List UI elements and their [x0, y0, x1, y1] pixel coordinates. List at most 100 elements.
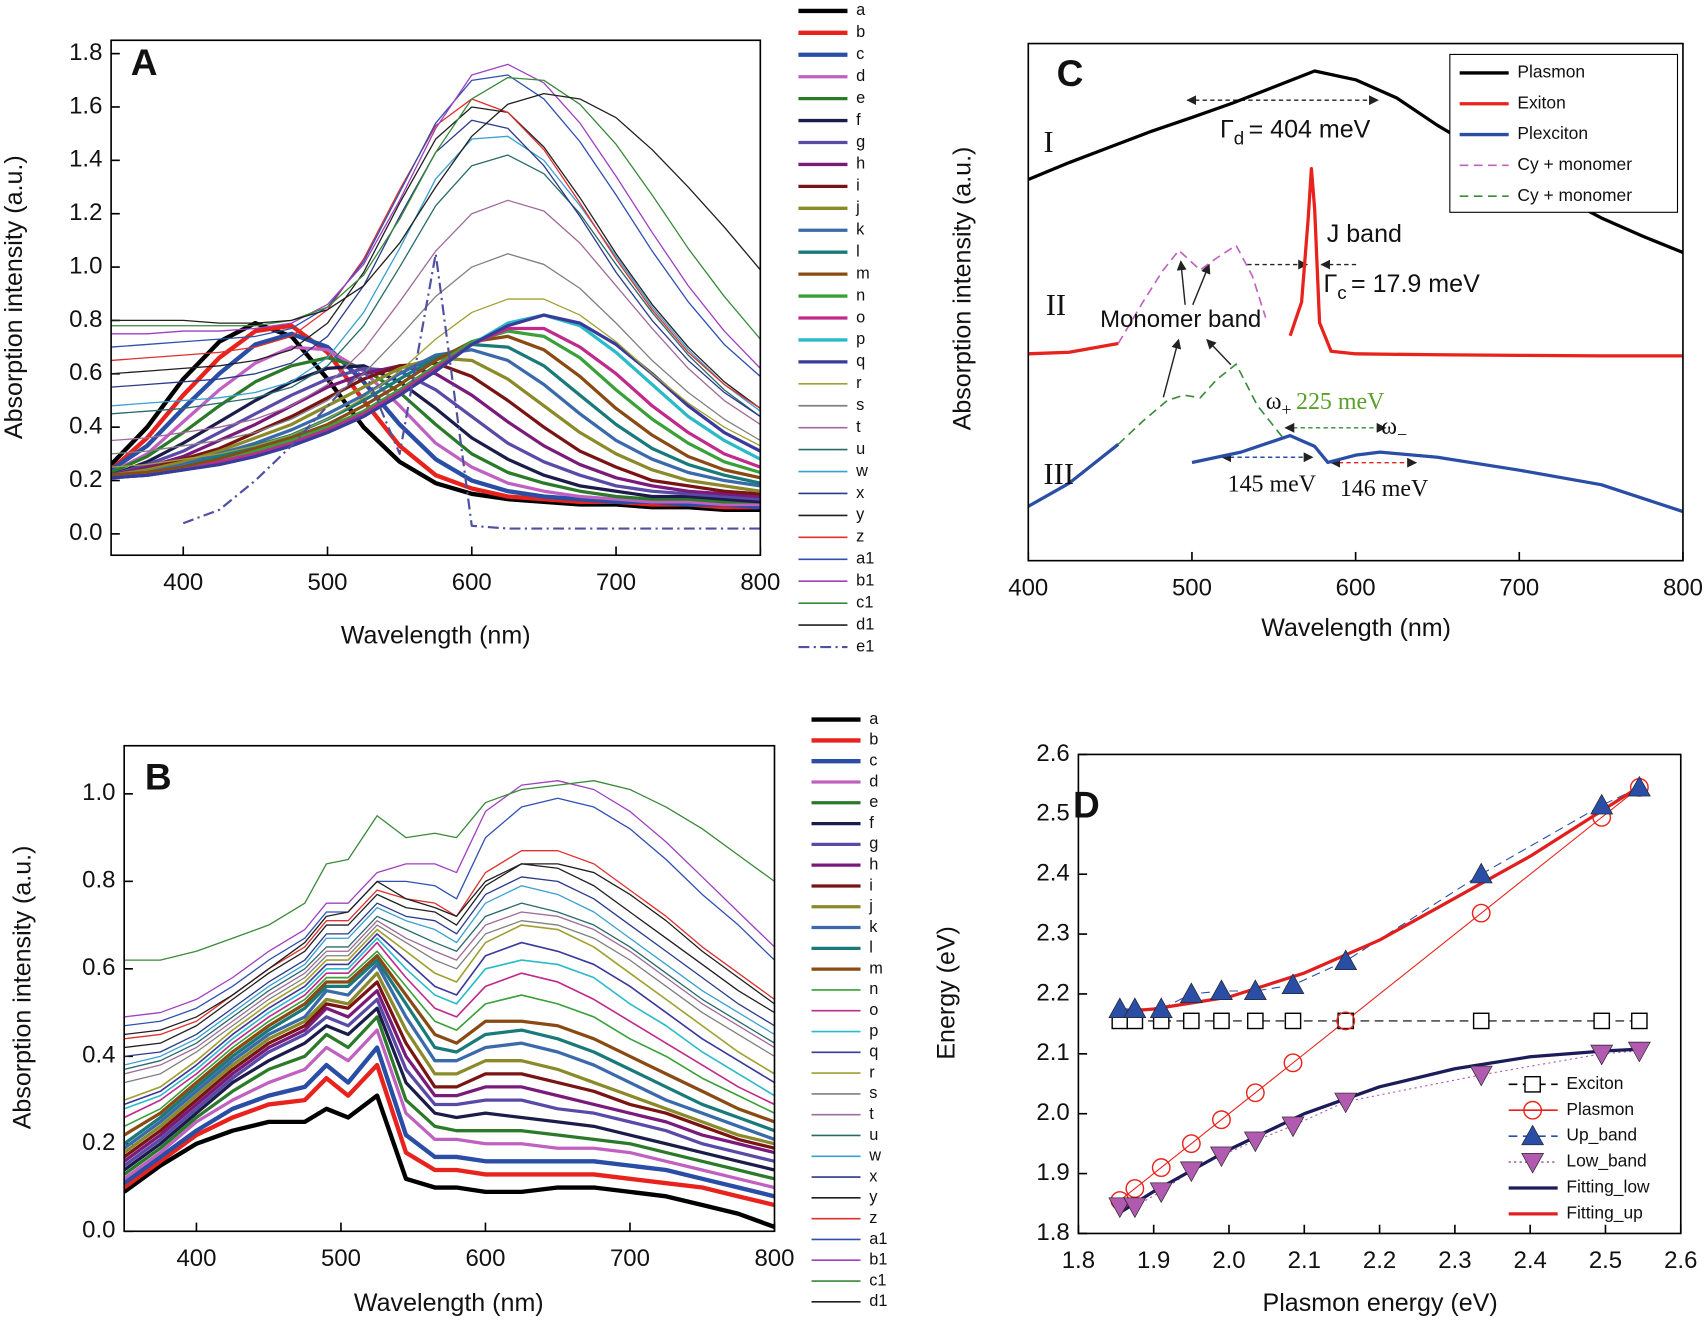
legend-label: Plasmon: [1566, 1099, 1634, 1119]
legend-label: x: [856, 484, 864, 502]
legend-label: c1: [869, 1271, 886, 1289]
legend-label: i: [856, 177, 860, 195]
legend-label: y: [856, 506, 865, 524]
y-axis-label: Absorption intensity (a.u.): [949, 147, 977, 431]
series-line: [124, 941, 775, 1119]
panel: 400 500 600 700 800 0.0 0.2 0.4 0.6 0.8 1.0 B Wavele…: [9, 710, 888, 1317]
y-tick-label: 2.6: [1036, 740, 1069, 767]
legend-label: l: [856, 243, 860, 261]
series-line: [111, 326, 761, 480]
series-line: [111, 342, 761, 485]
y-tick-label: 0.8: [82, 867, 115, 894]
series-line: [1028, 433, 1683, 514]
legend-label: d: [856, 67, 865, 85]
annotation-text: 225 meV: [1296, 388, 1385, 414]
legend-label: Up_band: [1566, 1125, 1637, 1145]
series-line: [111, 364, 761, 504]
legend-label: a: [869, 710, 879, 728]
legend-label: Fitting_up: [1566, 1202, 1642, 1222]
series-line: [124, 780, 775, 1018]
marker: [1469, 1065, 1493, 1087]
legend-label: w: [868, 1147, 881, 1165]
marker: [1243, 979, 1267, 1000]
marker: [1631, 1012, 1648, 1030]
marker: [1336, 1011, 1356, 1031]
annotation-text: 145 meV: [1228, 471, 1317, 497]
series-line: [124, 937, 775, 1110]
annotation-text: J band: [1327, 220, 1402, 248]
marker: [1151, 1158, 1171, 1178]
annotation-text: ω: [1266, 388, 1282, 414]
legend-label: Low_band: [1566, 1151, 1646, 1171]
marker: [1210, 979, 1233, 1000]
x-tick-label: 1.8: [1062, 1247, 1095, 1274]
x-tick-label: 500: [308, 569, 348, 596]
legend-label: q: [856, 352, 865, 370]
marker: [1590, 793, 1614, 815]
legend-label: p: [856, 330, 865, 348]
legend-label: h: [856, 155, 865, 173]
marker: [1149, 1182, 1173, 1204]
panel: 400 500 600 700 800 C Wavelength (nm) Absorptio…: [949, 42, 1703, 642]
x-tick-label: 600: [465, 1245, 505, 1272]
y-tick-label: 0.8: [69, 306, 102, 333]
annotation: ω−: [1381, 413, 1407, 444]
plot-frame: [1077, 753, 1682, 1235]
series-line: [1117, 244, 1267, 344]
annotation: J band: [1327, 220, 1402, 248]
marker: [1334, 949, 1358, 971]
legend-label: Plasmon: [1517, 62, 1585, 82]
legend-label: o: [869, 1001, 878, 1019]
series-line: [124, 997, 775, 1167]
series-line: [124, 863, 775, 1049]
annotation-text: Monomer band: [1100, 306, 1261, 333]
x-tick-label: 400: [176, 1245, 216, 1272]
marker: [1281, 973, 1305, 995]
x-tick-label: 2.6: [1664, 1247, 1697, 1274]
legend: Exciton Plasmon Up_band Low_band Fitting_low…: [1508, 1073, 1650, 1222]
y-tick-label: 2.3: [1036, 919, 1069, 946]
y-axis-label: Absorption intensity (a.u.): [9, 846, 37, 1130]
y-axis-label: Absorption intensity (a.u.): [0, 155, 28, 439]
series-line: [124, 989, 775, 1163]
x-axis-label: Plasmon energy (eV): [1263, 1289, 1498, 1317]
marker: [1108, 1197, 1132, 1219]
marker: [1627, 775, 1651, 797]
legend-label: s: [856, 396, 864, 414]
marker: [1247, 1012, 1264, 1030]
legend-label: Cy + monomer: [1517, 154, 1632, 174]
series-line: [124, 950, 775, 1128]
legend-label: e1: [856, 637, 874, 655]
y-axis-label: Energy (eV): [932, 926, 960, 1060]
x-tick-label: 800: [740, 569, 780, 596]
panel-title: D: [1073, 784, 1100, 826]
annotation-subscript: −: [1397, 425, 1407, 445]
marker: [1337, 1012, 1355, 1030]
y-tick-label: 0.2: [69, 466, 102, 493]
series-line: [1117, 363, 1283, 445]
legend-label: t: [856, 418, 861, 436]
legend-label: a1: [856, 550, 874, 568]
x-tick-label: 2.4: [1514, 1247, 1547, 1274]
y-tick-label: 2.4: [1036, 860, 1069, 887]
marker: [1123, 1197, 1147, 1219]
marker: [1123, 997, 1147, 1018]
series-line: [1118, 1047, 1644, 1214]
x-tick-label: 400: [163, 569, 203, 596]
legend-label: r: [869, 1063, 875, 1081]
legend-label: a1: [869, 1230, 887, 1248]
legend-label: d: [869, 772, 878, 790]
plot-frame: [110, 39, 762, 557]
marker: [1213, 1012, 1230, 1030]
annotation: Monomer band: [1100, 306, 1261, 333]
marker: [1593, 1012, 1611, 1030]
y-tick-label: 2.2: [1036, 979, 1069, 1006]
annotation: ω+ 225 meV: [1266, 388, 1385, 419]
series-line: [1119, 786, 1640, 1010]
y-tick-label: 2.0: [1036, 1099, 1069, 1126]
legend-label: k: [856, 221, 865, 239]
legend-label: i: [869, 876, 873, 894]
legend-label: f: [869, 814, 874, 832]
y-tick-label: 1.0: [82, 779, 115, 806]
